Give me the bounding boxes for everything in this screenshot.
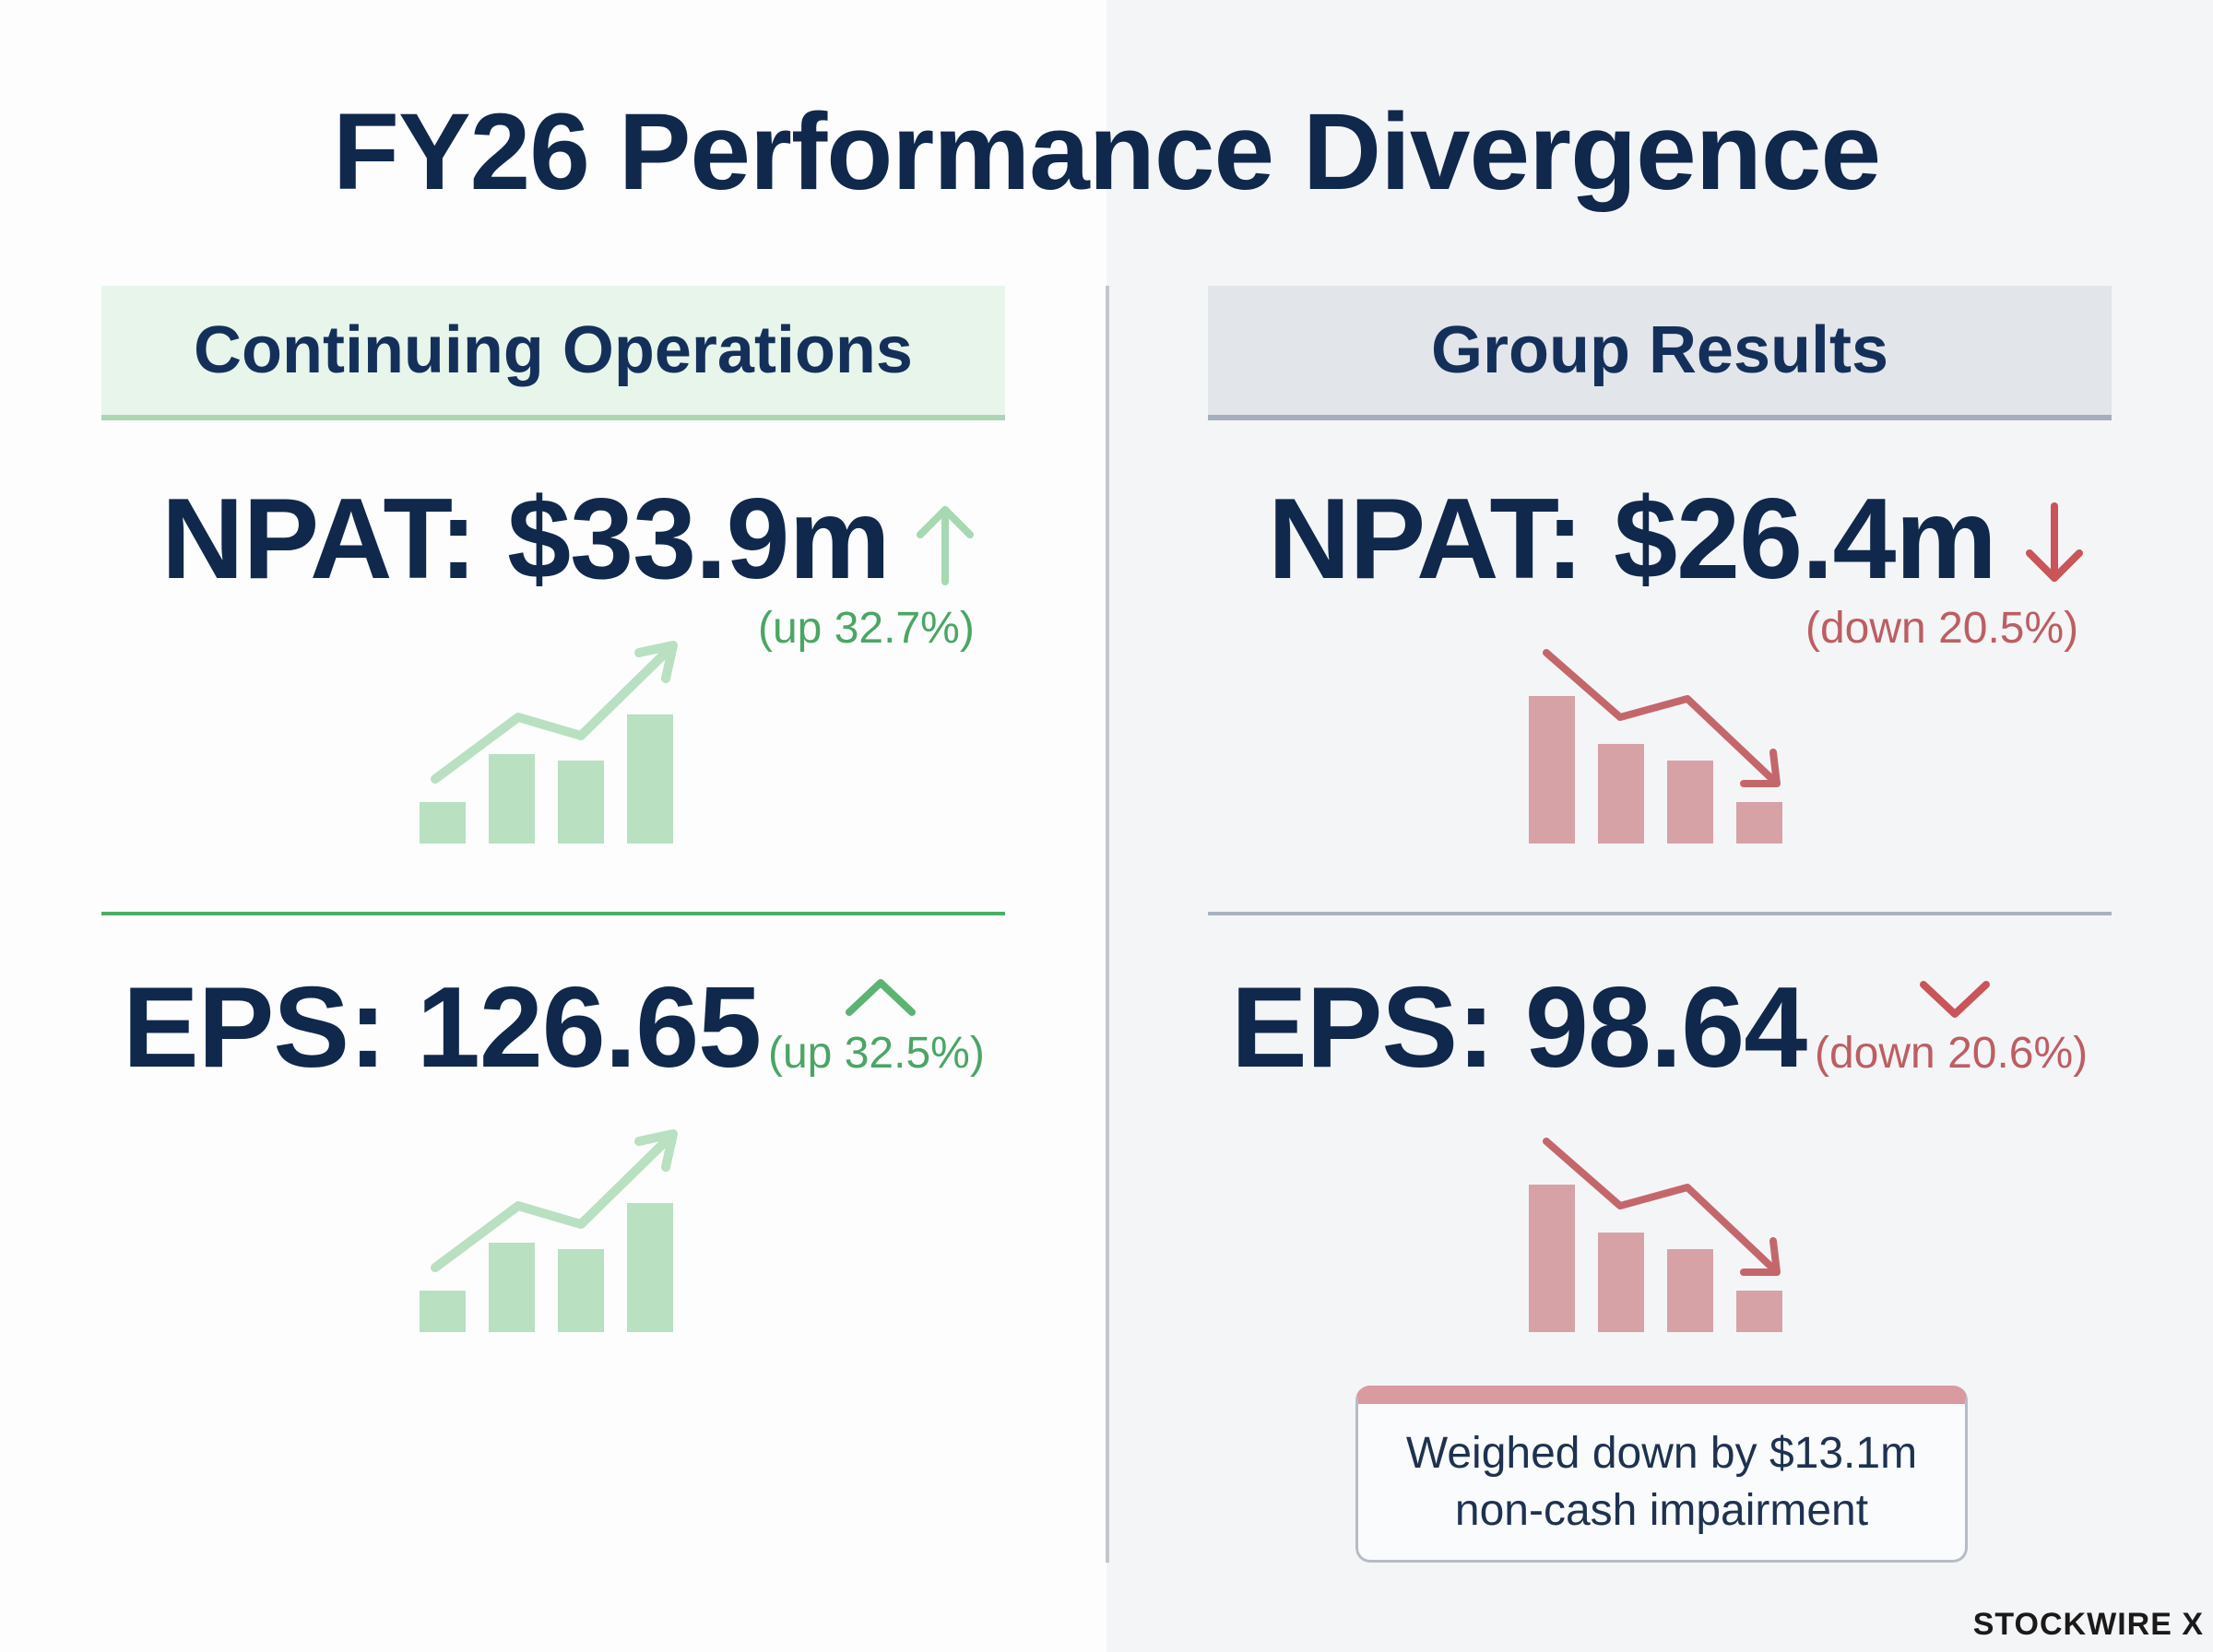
continuing-section-divider (101, 912, 1005, 915)
chevron-down-icon (1920, 981, 1990, 1018)
group-npat-change: (down 20.5%) (1805, 604, 2079, 653)
impairment-note-line2: non-cash impairment (1454, 1485, 1869, 1535)
impairment-note: Weighed down by $13.1m non-cash impairme… (1355, 1386, 1968, 1563)
group-eps-value: EPS: 98.64 (1231, 964, 1807, 1092)
chevron-up-icon (846, 979, 916, 1016)
arrow-down-icon (2026, 502, 2083, 582)
continuing-eps-change: (up 32.5%) (768, 1029, 985, 1078)
group-eps-change: (down 20.6%) (1815, 1029, 2089, 1078)
continuing-npat-change: (up 32.7%) (758, 604, 975, 653)
right-panel-background (1106, 0, 2213, 1652)
continuing-operations-header: Continuing Operations (101, 286, 1005, 420)
impairment-note-line1: Weighed down by $13.1m (1405, 1428, 1918, 1478)
left-panel-background (0, 0, 1106, 1652)
continuing-eps-value: EPS: 126.65 (123, 964, 762, 1092)
continuing-npat-value: NPAT: $33.9m (161, 476, 891, 603)
group-section-divider (1208, 912, 2112, 915)
page-title: FY26 Performance Divergence (332, 91, 1881, 213)
growth-chart-icon (420, 641, 678, 844)
growth-chart-icon (420, 1129, 678, 1332)
brand-logo: STOCKWIRE X (1972, 1607, 2204, 1642)
group-npat-value: NPAT: $26.4m (1268, 476, 1997, 603)
arrow-up-icon (917, 506, 974, 585)
center-divider (1106, 286, 1109, 1563)
group-results-header: Group Results (1208, 286, 2112, 420)
decline-chart-icon (1529, 1138, 1782, 1332)
decline-chart-icon (1529, 649, 1782, 844)
